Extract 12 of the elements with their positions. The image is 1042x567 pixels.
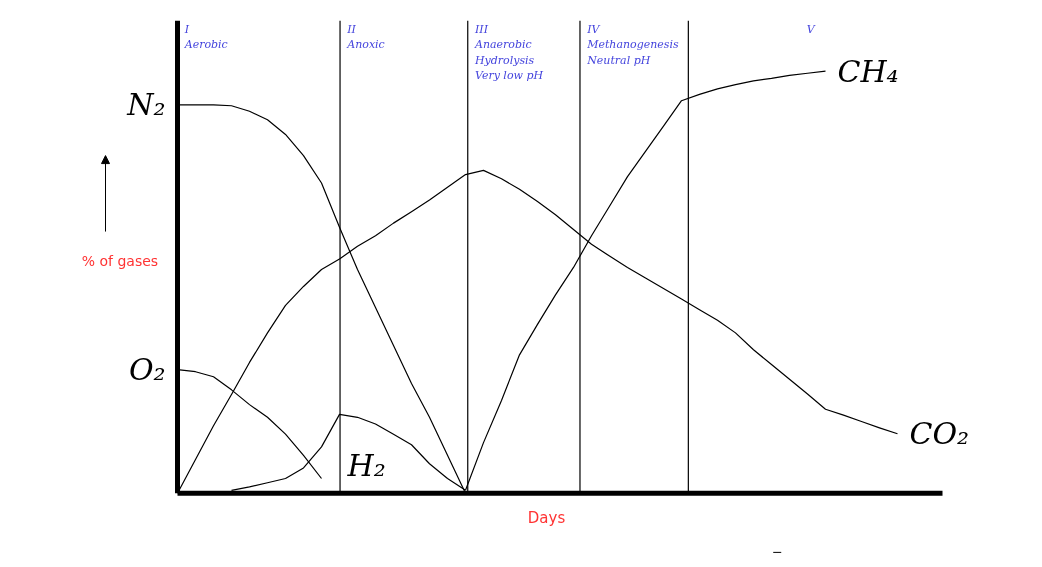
- series-label: N₂: [126, 87, 166, 123]
- x-axis-title: Days: [527, 508, 566, 527]
- series-label: O₂: [128, 352, 166, 388]
- text: IV Methanogenesis Neutral pH: [586, 22, 680, 67]
- annotation: III Anaerobic Hydrolysis Very low pH: [473, 22, 544, 83]
- series-label: CH₄: [837, 53, 899, 89]
- series-label: CO₂: [909, 416, 970, 452]
- y-axis-title: % of gases: [81, 253, 159, 270]
- text: I Aerobic: [183, 22, 228, 52]
- text: II Anoxic: [346, 22, 385, 52]
- text: V: [806, 22, 816, 36]
- series-label: H₂: [346, 448, 386, 484]
